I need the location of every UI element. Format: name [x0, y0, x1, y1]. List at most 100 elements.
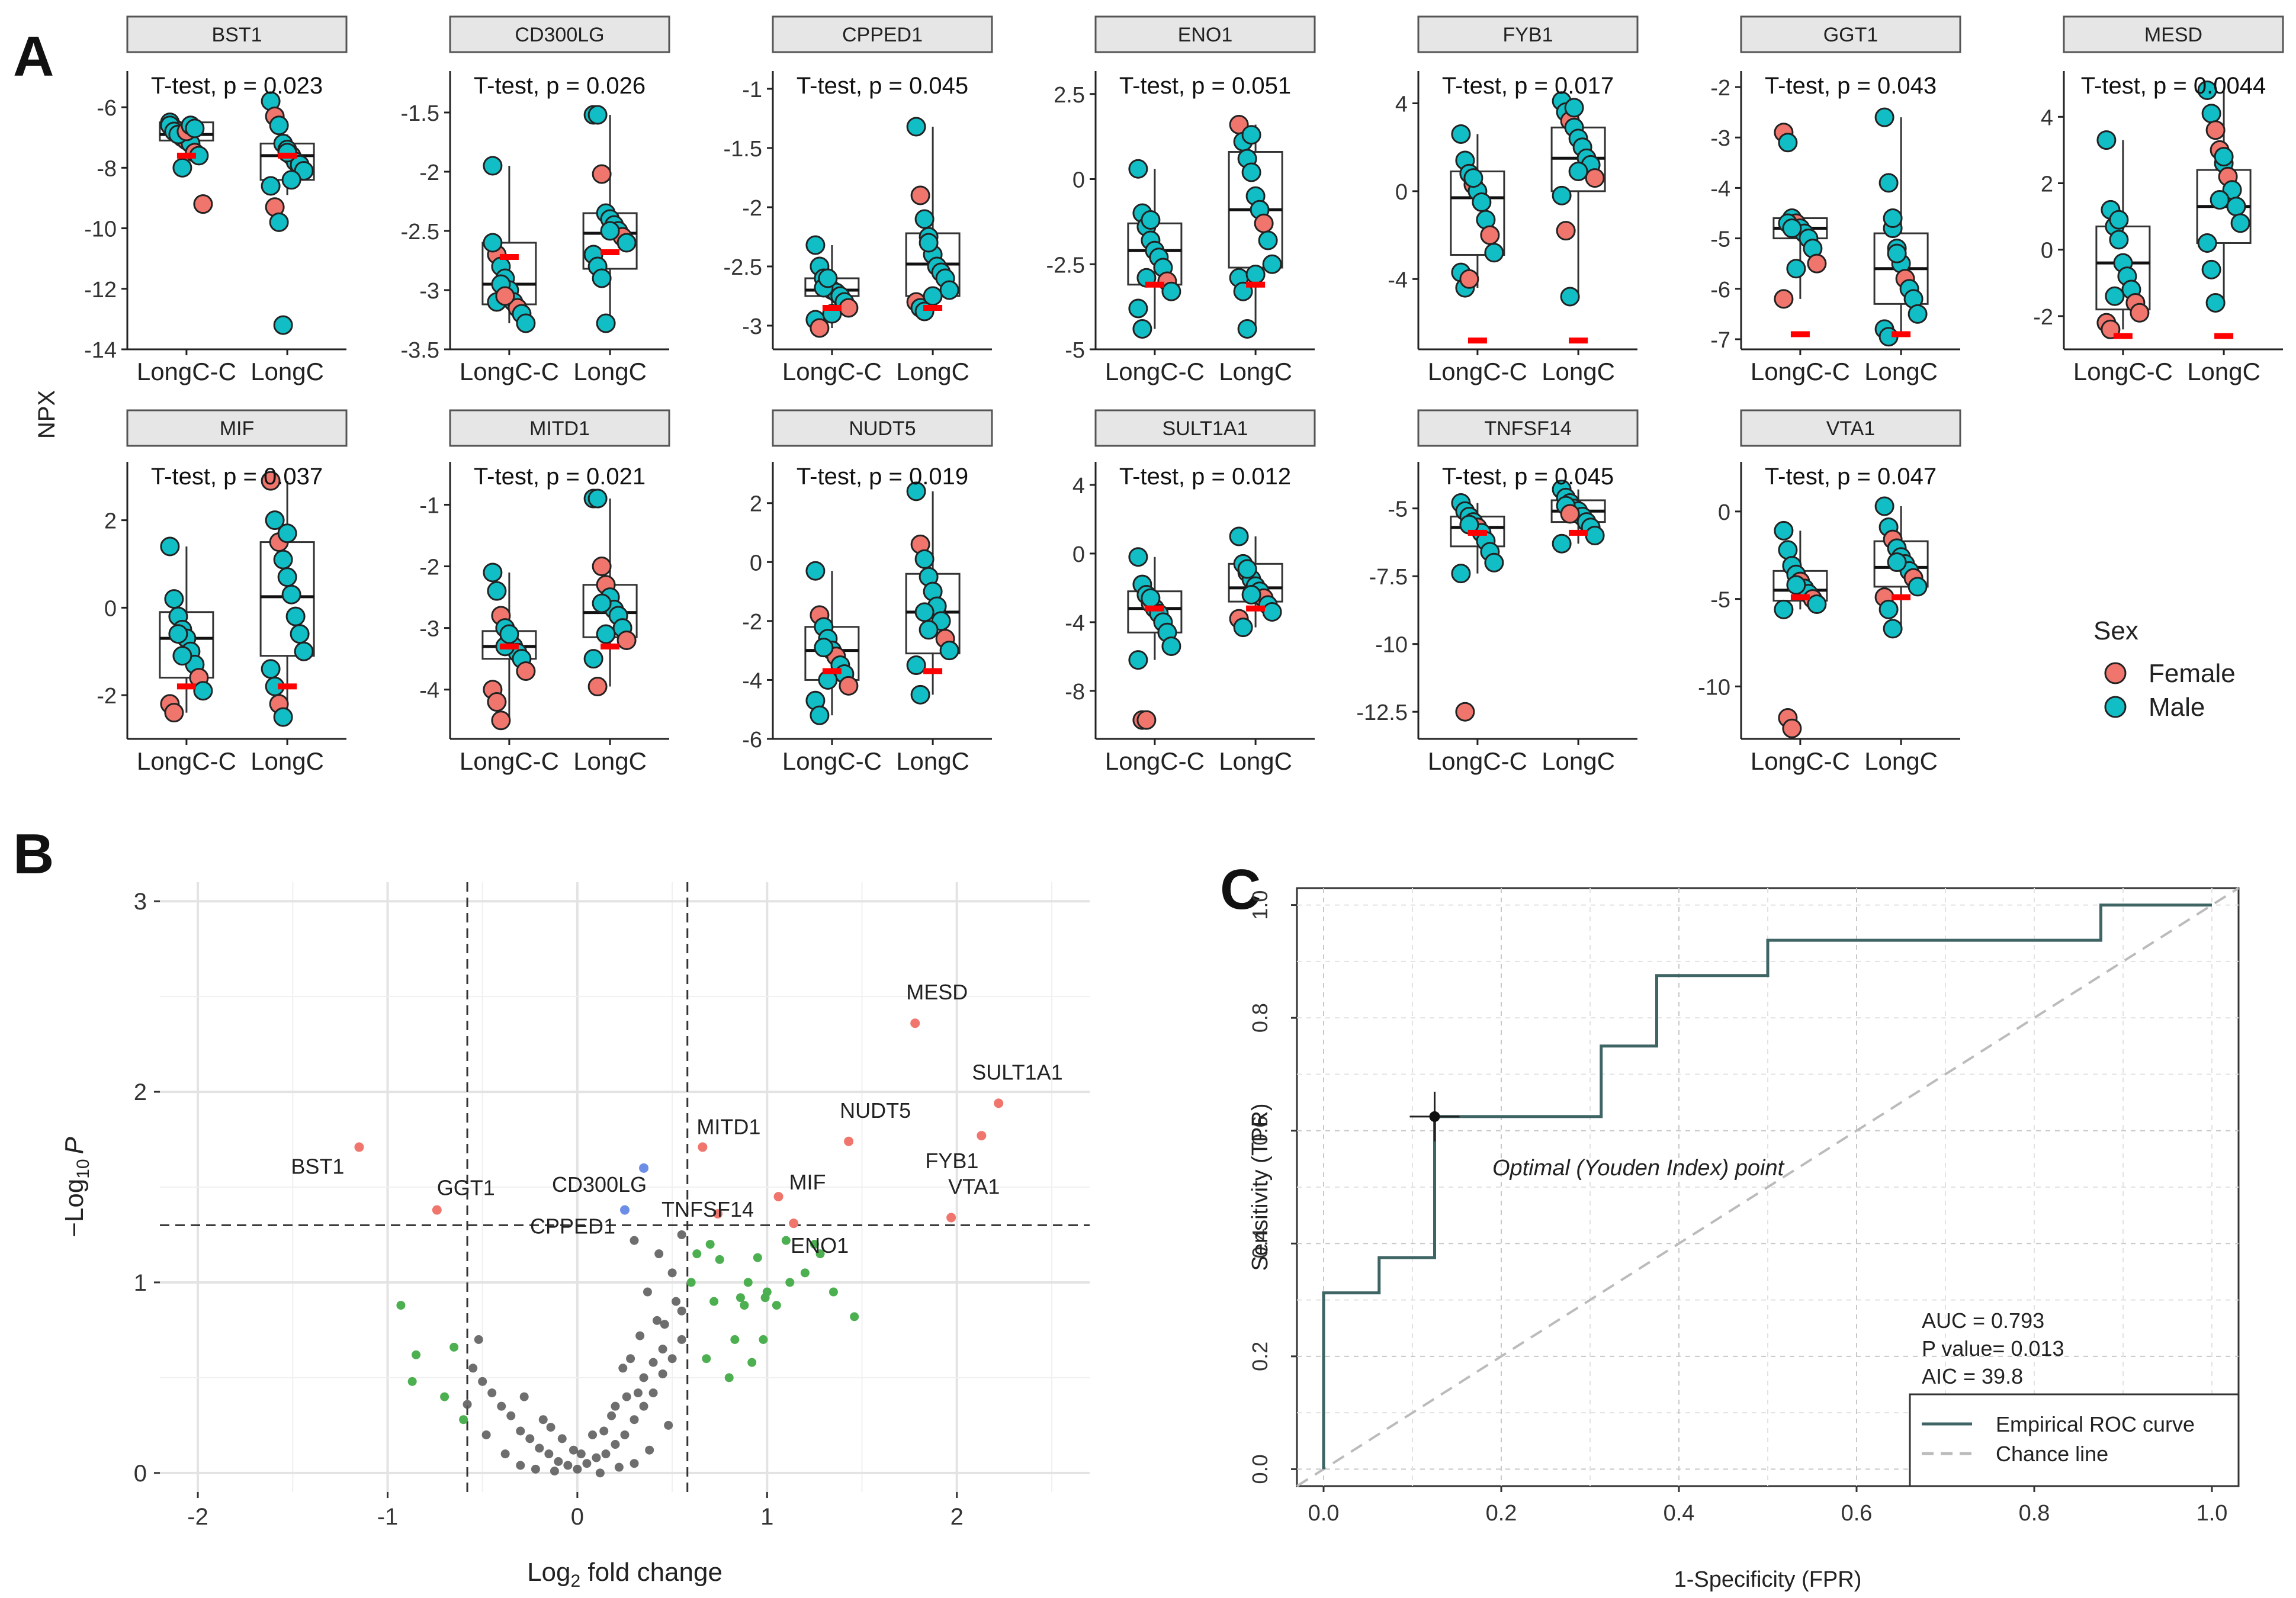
- point-male: [285, 606, 306, 626]
- point-male: [919, 620, 939, 640]
- roc-curve: [1322, 904, 2212, 1470]
- roc-y-tick-label: 0.0: [1248, 1454, 1272, 1484]
- aic-stat: AIC = 39.8: [1922, 1364, 2023, 1388]
- point-male: [1564, 98, 1584, 118]
- point-male: [2230, 213, 2250, 233]
- point-male: [596, 624, 616, 644]
- point-male: [487, 581, 507, 601]
- facet-test-label: T-test, p = 0.037: [151, 464, 323, 490]
- mean-marker: [1246, 605, 1266, 612]
- mean-marker: [176, 683, 196, 690]
- point-male: [1883, 208, 1903, 229]
- facet-group-label: LongC-C: [2073, 358, 2173, 385]
- point-male: [277, 523, 297, 544]
- facet-title: SULT1A1: [1163, 417, 1248, 440]
- point-male: [1241, 162, 1261, 182]
- point-male: [1552, 533, 1572, 554]
- point-female: [491, 710, 511, 731]
- legend-female-swatch: [2104, 662, 2127, 684]
- facet-fyb1: FYB1 4 0 -4 LongC-C LongC T-test, p = 0.017: [1388, 15, 1639, 385]
- mean-marker: [2113, 333, 2133, 339]
- point-male: [1451, 564, 1471, 584]
- point-label-ggt1: GGT1: [437, 1176, 495, 1200]
- point-male: [168, 624, 188, 644]
- point-male: [1161, 636, 1181, 656]
- point-female: [1807, 253, 1827, 274]
- facet-y-tick-label: 2: [104, 509, 117, 534]
- facet-group-label: LongC: [251, 747, 324, 775]
- facet-y-tick-label: -2.5: [1046, 253, 1085, 278]
- facet-group-label: LongC-C: [1105, 358, 1205, 385]
- facet-group-label: LongC: [1864, 747, 1938, 775]
- ns-point: [538, 1415, 548, 1425]
- facet-test-label: T-test, p = 0.043: [1765, 73, 1937, 99]
- ns-point: [599, 1426, 609, 1436]
- facet-mif: MIF 2 0 -2 LongC-C LongC T-test, p = 0.037: [97, 409, 348, 775]
- facet-y-tick-label: -2: [742, 610, 762, 635]
- facet-strip: [449, 15, 670, 53]
- ns-point: [660, 1320, 669, 1329]
- point-female: [1480, 225, 1500, 245]
- pvalue-stat: P value= 0.013: [1922, 1336, 2064, 1361]
- roc-legend-box: [1909, 1393, 2240, 1487]
- point-male: [1237, 559, 1257, 579]
- point-male: [1778, 133, 1798, 153]
- roc-x-axis-title: 1-Specificity (FPR): [1674, 1567, 1862, 1592]
- facet-strip: [1417, 409, 1639, 447]
- roc-legend-chance-label: Chance line: [1996, 1442, 2108, 1466]
- facet-y-tick-label: -2: [1710, 76, 1730, 101]
- point-male: [1229, 526, 1249, 546]
- ns-point: [639, 1373, 648, 1382]
- facet-group-label: LongC: [1542, 358, 1615, 385]
- ns-point: [554, 1457, 563, 1466]
- facet-strip: [126, 15, 348, 53]
- point-male: [1887, 243, 1907, 263]
- ns-point: [635, 1331, 645, 1340]
- point-male: [277, 567, 297, 587]
- fc-only-point: [772, 1301, 781, 1310]
- facet-title: FYB1: [1502, 24, 1553, 46]
- ns-point: [576, 1449, 586, 1459]
- ns-point: [643, 1287, 652, 1297]
- panel-label-a: A: [13, 25, 54, 88]
- facet-y-tick-label: 4: [1395, 92, 1408, 117]
- fc-only-point: [753, 1253, 762, 1262]
- facet-title: ENO1: [1178, 24, 1233, 46]
- facet-group-label: LongC: [251, 358, 324, 385]
- point-female: [1585, 168, 1605, 188]
- ns-point: [544, 1449, 554, 1459]
- facet-y-tick-label: -4: [419, 679, 439, 703]
- point-male: [1883, 619, 1903, 639]
- labeled-point-mif: [773, 1192, 783, 1202]
- point-male: [1262, 602, 1282, 622]
- fc-only-point: [760, 1293, 770, 1303]
- mean-marker: [601, 643, 620, 650]
- point-male: [616, 233, 637, 253]
- panel-label-c: C: [1220, 858, 1261, 921]
- ns-point: [611, 1401, 620, 1411]
- labeled-point-fyb1: [977, 1131, 987, 1141]
- facet-y-tick-label: -1.5: [724, 137, 762, 162]
- point-male: [914, 602, 935, 622]
- facet-y-tick-label: -12: [84, 278, 117, 303]
- facet-y-tick-label: 0: [1072, 542, 1085, 567]
- point-male: [2201, 259, 2221, 279]
- point-male: [1874, 107, 1894, 127]
- volcano-y-tick-label: 2: [134, 1079, 147, 1105]
- facet-group-label: LongC: [1219, 747, 1292, 775]
- ylabel-prefix: −Log: [60, 1179, 89, 1237]
- facet-y-tick-label: -4: [1388, 268, 1408, 292]
- point-male: [265, 510, 285, 530]
- facet-sult1a1: SULT1A1 4 0 -4 -8 LongC-C LongC T-test, p = 0.0…: [1065, 409, 1316, 775]
- point-male: [814, 638, 834, 658]
- point-male: [1568, 162, 1588, 182]
- roc-x-tick-label: 1.0: [2197, 1501, 2228, 1526]
- facet-title: MIF: [220, 417, 255, 440]
- point-male: [939, 641, 959, 661]
- facet-title: MITD1: [529, 417, 590, 440]
- ns-point: [468, 1364, 478, 1373]
- point-female: [1136, 710, 1157, 730]
- point-male: [1786, 259, 1806, 279]
- roc-y-tick-label: 1.0: [1248, 890, 1272, 920]
- facet-title: MESD: [2144, 24, 2202, 46]
